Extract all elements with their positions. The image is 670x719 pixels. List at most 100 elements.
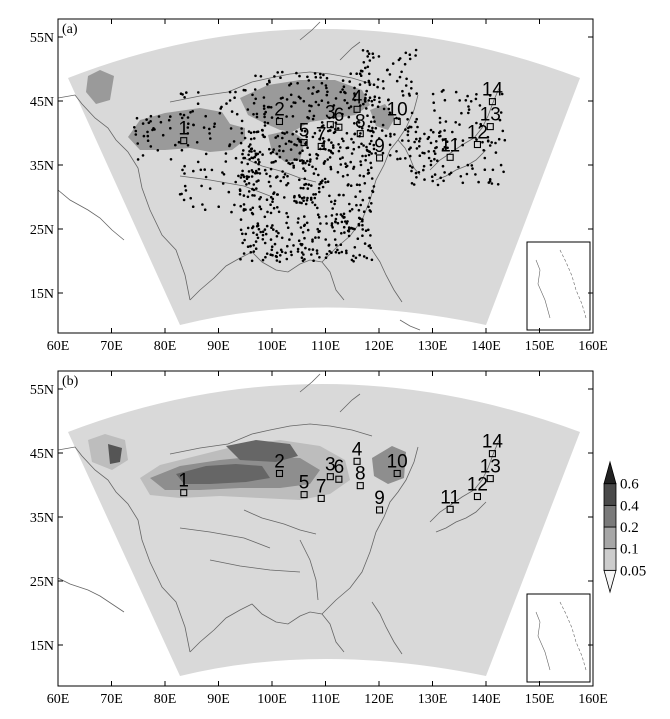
- x-tick-label: 70E: [100, 339, 123, 354]
- inset-map-b: [526, 593, 591, 683]
- site-marker: 3: [325, 455, 336, 481]
- site-marker: 2: [274, 99, 285, 126]
- x-tick-label: 90E: [207, 692, 230, 707]
- site-marker: 1: [178, 471, 189, 497]
- colorbar-segment: [603, 460, 617, 485]
- x-tick-label: 150E: [525, 692, 555, 707]
- colorbar-segment: [603, 504, 617, 528]
- coastlines-b: [58, 373, 501, 655]
- x-tick-label: 130E: [418, 339, 448, 354]
- y-tick-label: 25N: [30, 575, 54, 590]
- site-marker: 6: [334, 105, 345, 131]
- colorbar: 0.05 0.1 0.2 0.4 0.6: [603, 460, 646, 594]
- x-tick-label: 60E: [47, 339, 70, 354]
- colorbar-label: 0.2: [620, 520, 639, 536]
- site-marker: 9: [374, 136, 385, 162]
- site-marker: 10: [387, 99, 408, 126]
- site-marker: 11: [440, 487, 460, 513]
- x-tick-label: 70E: [100, 692, 123, 707]
- site-label: 12: [467, 123, 488, 144]
- y-tick-label: 35N: [30, 159, 54, 174]
- site-label: 2: [274, 451, 285, 472]
- x-tick-label: 100E: [257, 339, 287, 354]
- colorbar-label: 0.6: [620, 477, 639, 493]
- x-tick-label: 160E: [578, 339, 608, 354]
- y-tick-label: 15N: [30, 287, 54, 302]
- site-label: 7: [316, 124, 327, 145]
- site-label: 2: [274, 99, 285, 120]
- model-domain-a: [68, 29, 580, 325]
- y-tick-label: 25N: [30, 223, 54, 238]
- site-label: 10: [387, 451, 408, 472]
- site-marker: 8: [355, 112, 366, 138]
- site-marker: 7: [316, 476, 327, 502]
- site-marker: 7: [316, 124, 327, 150]
- site-marker: 11: [440, 135, 460, 161]
- site-label: 14: [482, 432, 504, 453]
- coastlines-a: [58, 21, 501, 331]
- x-tick-label: 140E: [471, 692, 501, 707]
- y-tick-label: 55N: [30, 31, 54, 46]
- axis-ticks-b: 60E 70E 80E 90E 100E 110E 120E 130E 140E 150E 160E…: [30, 371, 608, 707]
- dust-concentration-contours: [88, 434, 406, 500]
- site-label: 5: [299, 473, 310, 494]
- site-label: 13: [480, 105, 501, 126]
- colorbar-label: 0.4: [620, 498, 639, 514]
- x-tick-label: 130E: [418, 692, 448, 707]
- y-tick-label: 15N: [30, 639, 54, 654]
- colorbar-segment: [603, 548, 617, 571]
- x-tick-label: 150E: [525, 339, 555, 354]
- site-marker: 3: [325, 103, 336, 129]
- x-tick-label: 90E: [207, 339, 230, 354]
- site-marker: 12: [467, 123, 488, 149]
- site-label: 13: [480, 457, 501, 478]
- x-tick-label: 60E: [47, 692, 70, 707]
- site-label: 5: [299, 121, 310, 142]
- site-label: 6: [334, 457, 345, 478]
- colorbar-label: 0.1: [620, 542, 639, 558]
- site-label: 3: [325, 103, 336, 124]
- x-tick-label: 140E: [471, 339, 501, 354]
- site-marker: 13: [480, 457, 501, 483]
- y-tick-label: 55N: [30, 383, 54, 398]
- site-label: 4: [352, 439, 363, 460]
- site-label: 1: [178, 471, 189, 492]
- site-label: 6: [334, 105, 345, 126]
- site-marker: 12: [467, 475, 488, 501]
- x-tick-label: 160E: [578, 692, 608, 707]
- station-dots: [133, 48, 507, 264]
- dust-source-regions: [86, 70, 395, 162]
- x-tick-label: 120E: [364, 692, 394, 707]
- x-tick-label: 100E: [257, 692, 287, 707]
- site-label: 7: [316, 476, 327, 497]
- panel-b-label: (b): [62, 374, 79, 389]
- site-marker: 2: [274, 451, 285, 478]
- site-marker: 13: [480, 105, 501, 131]
- y-tick-label: 45N: [30, 95, 54, 110]
- site-label: 9: [374, 488, 385, 509]
- x-tick-label: 80E: [154, 692, 177, 707]
- site-marker: 6: [334, 457, 345, 483]
- site-marker: 10: [387, 451, 408, 478]
- axis-ticks-a: 60E 70E 80E 90E 100E 110E 120E 130E 140E 150E 160E…: [30, 19, 608, 354]
- site-label: 8: [355, 112, 366, 133]
- site-marker: 14: [482, 432, 504, 458]
- site-marker: 14: [482, 80, 504, 106]
- x-tick-label: 120E: [364, 339, 394, 354]
- site-label: 1: [178, 119, 189, 140]
- site-label: 10: [387, 99, 408, 120]
- x-tick-label: 110E: [311, 339, 340, 354]
- y-tick-label: 35N: [30, 511, 54, 526]
- site-label: 12: [467, 475, 488, 496]
- panel-a-label: (a): [62, 22, 78, 37]
- site-label: 14: [482, 80, 504, 101]
- y-tick-label: 45N: [30, 447, 54, 462]
- site-label: 11: [440, 135, 460, 156]
- site-label: 11: [440, 487, 460, 508]
- site-marker: 9: [374, 488, 385, 514]
- colorbar-segment: [603, 483, 617, 506]
